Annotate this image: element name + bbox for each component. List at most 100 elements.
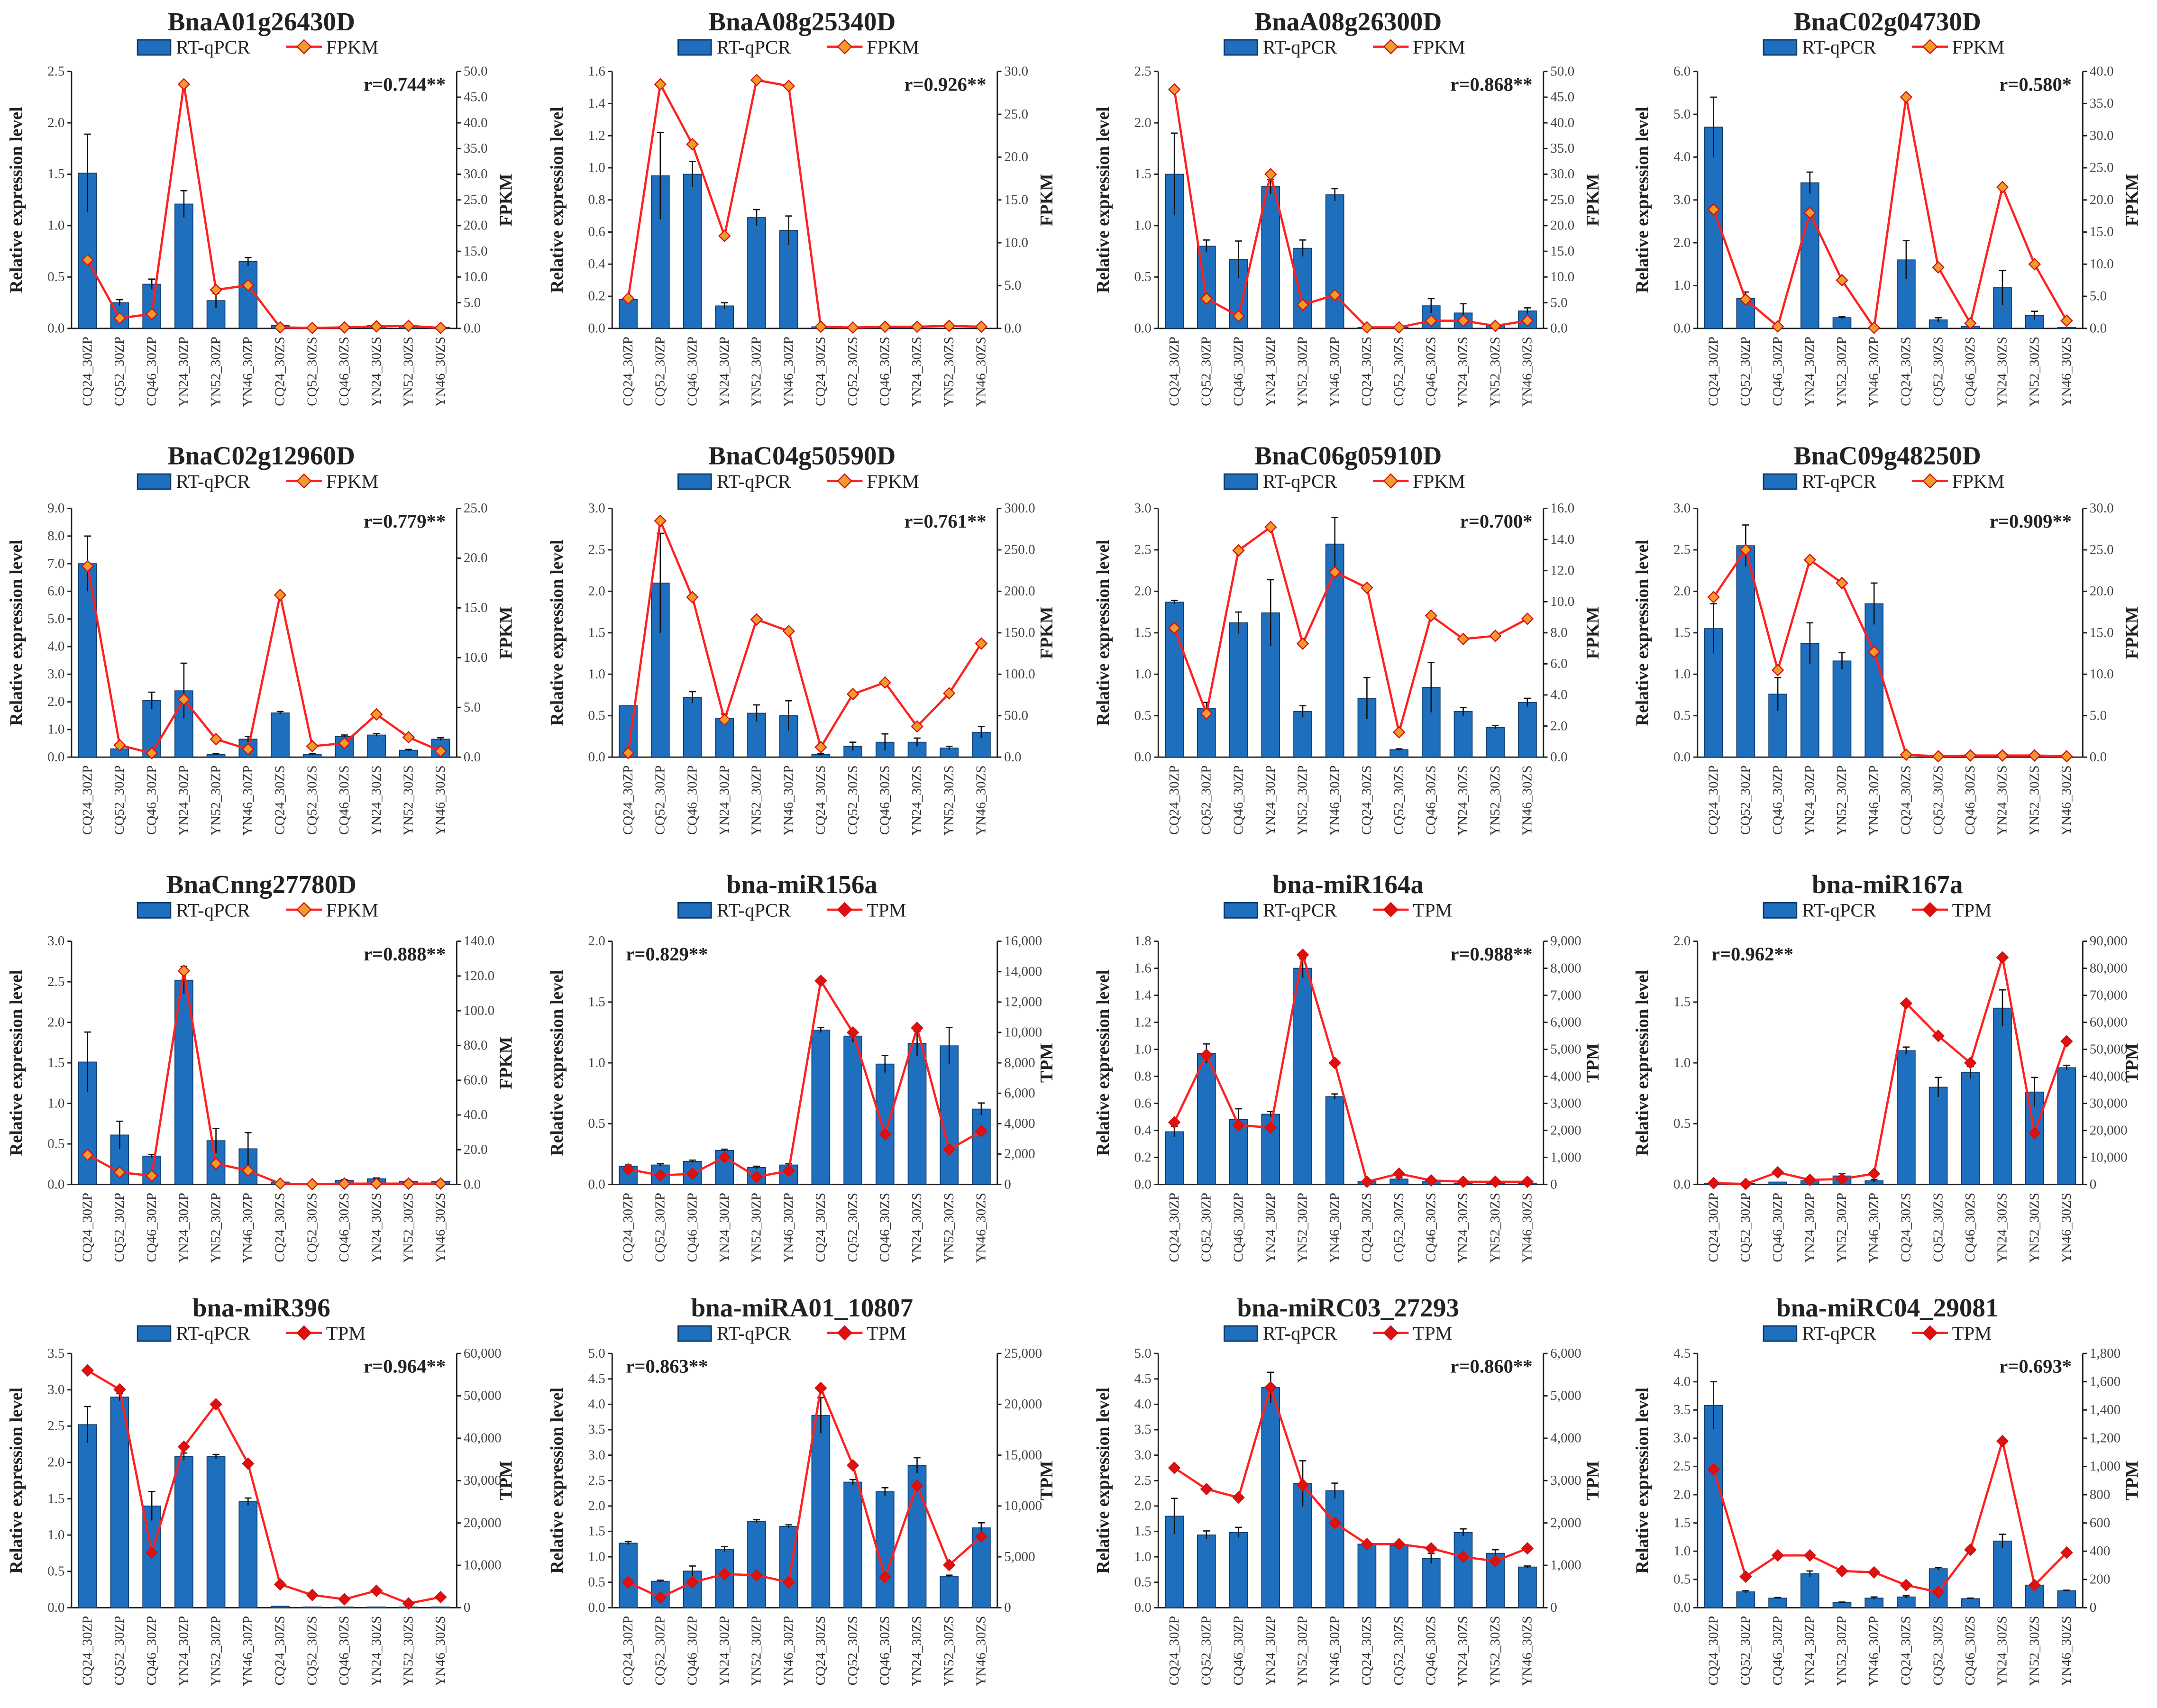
right-tick-label: 40.0 — [1550, 115, 1574, 130]
line-point-marker — [145, 1169, 158, 1182]
left-axis-title: Relative expression level — [1093, 970, 1113, 1156]
line-point-marker — [942, 1559, 956, 1571]
bar-rt-qpcr — [2057, 1067, 2076, 1185]
line-fpkm — [1712, 547, 2067, 758]
line-point-marker — [622, 1163, 635, 1176]
legend-bar-swatch — [137, 39, 172, 56]
legend-line-label: FPKM — [1413, 471, 1465, 492]
legend-bar-label: RT-qPCR — [1263, 899, 1337, 921]
right-tick-label: 40.0 — [464, 1107, 488, 1123]
right-tick-label: 0.0 — [464, 320, 481, 336]
right-tick-label: 20.0 — [1550, 218, 1574, 233]
right-tick-label: 25,000 — [1004, 1346, 1042, 1361]
line-point-marker — [1803, 553, 1817, 566]
right-tick-label: 6,000 — [1550, 1346, 1581, 1361]
right-tick-label: 6,000 — [1550, 1014, 1581, 1030]
legend-bar-swatch — [1763, 473, 1798, 490]
x-tick-label: YN52_30ZP — [208, 337, 223, 407]
line-point-marker — [338, 737, 351, 750]
line-point-marker — [1900, 997, 1913, 1010]
legend-diamond-marker — [1922, 39, 1938, 55]
bar-rt-qpcr — [1261, 1387, 1280, 1608]
left-tick-label: 3.0 — [47, 933, 64, 949]
line-point-marker — [622, 1576, 635, 1589]
line-point-marker — [1521, 314, 1534, 327]
right-tick-label: 4,000 — [1550, 1431, 1581, 1446]
bar-rt-qpcr — [1293, 711, 1312, 758]
right-tick-label: 60.0 — [464, 1072, 488, 1087]
left-tick-label: 1.8 — [1134, 933, 1152, 949]
legend-line-label: FPKM — [1952, 471, 2005, 492]
left-tick-label: 2.0 — [47, 694, 64, 709]
left-tick-label: 7.0 — [47, 556, 64, 571]
x-tick-label: CQ46_30ZP — [685, 1616, 700, 1686]
legend-diamond-marker — [296, 1325, 312, 1341]
x-tick-label: CQ46_30ZP — [1770, 766, 1785, 835]
bar-rt-qpcr — [174, 1456, 193, 1608]
left-tick-label: 0.5 — [588, 708, 605, 723]
right-axis-title: TPM — [1037, 1043, 1057, 1083]
left-tick-label: 4.0 — [1673, 149, 1691, 164]
bar-rt-qpcr — [271, 712, 290, 758]
bar-rt-qpcr — [1832, 317, 1852, 329]
x-tick-label: YN46_30ZS — [974, 337, 989, 407]
line-point-marker — [1264, 168, 1277, 181]
right-tick-label: 60,000 — [464, 1346, 502, 1361]
right-axis-title: TPM — [1583, 1461, 1603, 1500]
line-point-marker — [975, 637, 988, 650]
left-axis-title: Relative expression level — [1093, 1388, 1113, 1574]
left-tick-label: 0.0 — [588, 749, 605, 765]
left-tick-label: 4.5 — [588, 1371, 605, 1386]
legend-bar-swatch — [677, 473, 712, 490]
right-tick-label: 0.0 — [1004, 320, 1021, 336]
right-tick-label: 12.0 — [1550, 563, 1574, 578]
bar-rt-qpcr — [367, 1606, 386, 1608]
left-axis-title: Relative expression level — [547, 539, 567, 726]
legend-bar-swatch — [1224, 1325, 1258, 1342]
right-tick-label: 15.0 — [1550, 244, 1574, 259]
x-tick-label: YN46_30ZP — [1327, 1193, 1342, 1263]
x-tick-label: YN52_30ZP — [1834, 1616, 1849, 1686]
right-tick-label: 20,000 — [2090, 1123, 2128, 1138]
line-point-marker — [210, 283, 222, 296]
legend-diamond-marker — [296, 473, 312, 489]
x-tick-label: CQ52_30ZS — [1391, 1193, 1407, 1262]
left-axis-title: Relative expression level — [1093, 107, 1113, 293]
bar-rt-qpcr — [110, 1397, 129, 1608]
legend-bar-swatch — [677, 1325, 712, 1342]
left-axis-title: Relative expression level — [1093, 539, 1113, 726]
left-axis-title: Relative expression level — [547, 1388, 567, 1574]
line-point-marker — [975, 1125, 988, 1138]
line-fpkm — [627, 517, 982, 753]
left-tick-label: 1.0 — [588, 1055, 605, 1070]
line-point-marker — [1739, 1570, 1752, 1583]
right-tick-label: 10,000 — [1004, 1025, 1042, 1040]
x-tick-label: YN24_30ZS — [369, 1193, 384, 1263]
x-tick-label: YN52_30ZS — [401, 1616, 416, 1686]
x-tick-label: YN52_30ZS — [1488, 1193, 1503, 1263]
x-tick-label: YN52_30ZP — [749, 337, 764, 407]
x-tick-label: CQ24_30ZP — [80, 1616, 95, 1686]
x-tick-label: CQ24_30ZP — [621, 1193, 636, 1262]
right-tick-label: 15.0 — [1004, 192, 1028, 207]
line-point-marker — [2028, 1579, 2041, 1591]
legend-bar-label: RT-qPCR — [1263, 471, 1337, 492]
legend-line-label: FPKM — [867, 471, 919, 492]
right-tick-label: 30.0 — [2090, 128, 2114, 143]
line-point-marker — [1457, 1175, 1470, 1188]
right-tick-label: 14,000 — [1004, 964, 1042, 979]
right-axis-title: TPM — [2122, 1461, 2142, 1500]
line-point-marker — [1771, 664, 1784, 676]
right-tick-label: 0.0 — [1004, 749, 1021, 765]
right-tick-label: 5,000 — [1550, 1388, 1581, 1403]
line-point-marker — [1932, 261, 1945, 274]
bar-rt-qpcr — [683, 697, 702, 758]
right-tick-label: 8,000 — [1550, 960, 1581, 976]
right-tick-label: 60,000 — [2090, 1014, 2128, 1030]
x-tick-label: CQ46_30ZS — [337, 337, 352, 406]
bar-rt-qpcr — [1897, 1596, 1916, 1608]
x-tick-label: YN46_30ZS — [1520, 337, 1535, 407]
bar-rt-qpcr — [619, 1543, 638, 1608]
x-tick-label: CQ46_30ZP — [685, 1193, 700, 1262]
